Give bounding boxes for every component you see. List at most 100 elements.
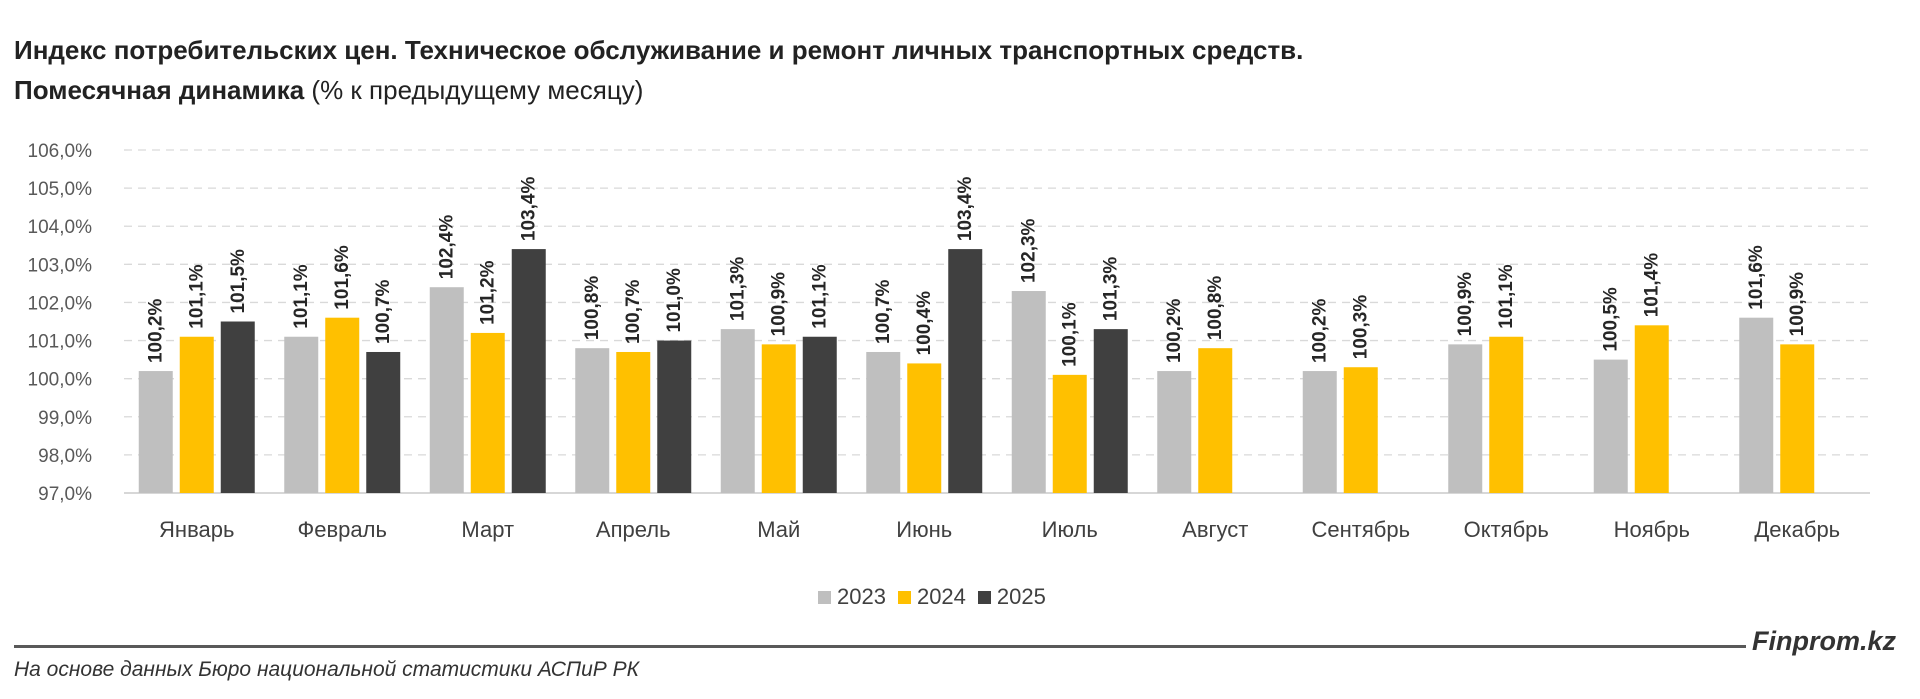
y-tick-label: 105,0% — [28, 179, 93, 200]
y-tick-label: 99,0% — [38, 408, 92, 429]
data-label: 101,1% — [291, 264, 312, 329]
data-label: 100,9% — [1455, 272, 1476, 337]
data-label: 100,9% — [769, 272, 790, 337]
bar-2025-2 — [511, 249, 546, 493]
data-label: 101,1% — [810, 264, 831, 329]
y-tick-label: 104,0% — [28, 217, 93, 238]
y-tick-label: 101,0% — [28, 332, 93, 353]
data-label: 101,6% — [1746, 245, 1767, 310]
bar-2023-11 — [1739, 317, 1774, 493]
data-label: 101,6% — [332, 245, 353, 310]
legend-swatch-2024 — [897, 590, 911, 604]
x-tick-label: Ноябрь — [1614, 517, 1690, 542]
x-tick-label: Июль — [1042, 517, 1098, 542]
bar-2025-4 — [802, 336, 837, 493]
title-line-2-bold: Помесячная динамика — [14, 75, 305, 105]
data-label: 100,7% — [373, 279, 394, 344]
bar-2025-5 — [948, 249, 983, 493]
data-label: 101,4% — [1642, 253, 1663, 318]
data-label: 101,3% — [728, 257, 749, 322]
bar-2023-4 — [720, 329, 755, 493]
data-label: 100,4% — [914, 291, 935, 356]
x-tick-label: Август — [1182, 517, 1248, 542]
data-label: 101,0% — [664, 268, 685, 333]
bar-2025-6 — [1093, 329, 1128, 493]
bar-2024-0 — [179, 336, 214, 493]
data-label: 100,2% — [1164, 298, 1185, 363]
data-label: 100,5% — [1601, 287, 1622, 352]
data-label: 100,3% — [1351, 295, 1372, 360]
x-tick-label: Февраль — [298, 517, 387, 542]
data-label: 100,9% — [1787, 272, 1808, 337]
y-tick-label: 102,0% — [28, 293, 93, 314]
chart-legend: 2023 2024 2025 — [818, 584, 1058, 610]
y-tick-label: 98,0% — [38, 446, 92, 467]
legend-label-2025: 2025 — [996, 584, 1046, 609]
x-tick-label: Март — [461, 517, 514, 542]
x-tick-label: Май — [757, 517, 800, 542]
footer-divider — [14, 645, 1746, 648]
data-label: 100,7% — [873, 279, 894, 344]
bar-2024-1 — [325, 317, 360, 493]
x-tick-label: Декабрь — [1754, 517, 1840, 542]
legend-label-2023: 2023 — [837, 584, 886, 609]
x-tick-label: Июнь — [896, 517, 952, 542]
legend-swatch-2023 — [818, 590, 831, 604]
bar-2024-2 — [470, 332, 505, 493]
data-label: 101,1% — [1496, 264, 1517, 329]
bar-2023-0 — [138, 371, 173, 493]
bar-2023-9 — [1448, 344, 1483, 493]
bar-2023-5 — [866, 351, 901, 493]
bar-2024-7 — [1198, 348, 1233, 493]
bar-2024-11 — [1780, 344, 1815, 493]
bar-2025-1 — [366, 351, 401, 493]
y-tick-label: 106,0% — [28, 141, 93, 162]
bar-2024-6 — [1052, 374, 1087, 493]
bar-2024-9 — [1489, 336, 1524, 493]
data-label: 102,3% — [1019, 218, 1040, 283]
bar-2023-3 — [575, 348, 610, 493]
bar-2023-7 — [1157, 371, 1192, 493]
data-label: 100,1% — [1060, 302, 1081, 367]
bar-chart: 97,0% 98,0% 99,0% 100,0% 101,0% 102,0% 103,0% 1… — [28, 141, 1870, 542]
data-label: 100,8% — [582, 276, 603, 341]
y-tick-label: 100,0% — [28, 370, 93, 391]
legend-item-2024: 2024 — [897, 584, 966, 610]
data-label: 101,3% — [1101, 257, 1122, 322]
x-tick-label: Октябрь — [1464, 517, 1549, 542]
x-tick-label: Сентябрь — [1311, 517, 1410, 542]
title-line-2-rest: (% к предыдущему месяцу) — [304, 75, 644, 105]
bar-2025-0 — [220, 321, 255, 493]
bar-2024-8 — [1343, 367, 1378, 493]
data-label: 100,2% — [1310, 298, 1331, 363]
bar-2025-3 — [657, 340, 692, 493]
brand-logo-text: Finprom.kz — [1752, 626, 1897, 656]
bar-2023-1 — [284, 336, 319, 493]
title-line-1: Индекс потребительских цен. Техническое … — [14, 35, 1304, 65]
bar-2023-8 — [1302, 371, 1337, 493]
bar-2024-5 — [907, 363, 942, 493]
x-tick-label: Январь — [159, 517, 234, 542]
y-tick-label: 97,0% — [38, 484, 92, 505]
data-label: 100,8% — [1205, 276, 1226, 341]
bar-2024-4 — [761, 344, 796, 493]
data-label: 101,2% — [478, 260, 499, 325]
legend-swatch-2025 — [977, 590, 991, 604]
legend-item-2025: 2025 — [977, 584, 1046, 610]
data-label: 101,1% — [187, 264, 208, 329]
bar-2024-3 — [616, 351, 651, 493]
data-label: 103,4% — [519, 177, 540, 242]
data-label: 100,7% — [623, 279, 644, 344]
bar-2023-10 — [1593, 359, 1628, 493]
x-tick-label: Апрель — [596, 517, 671, 542]
bar-2023-6 — [1011, 291, 1046, 493]
bar-2024-10 — [1634, 325, 1669, 493]
data-label: 102,4% — [437, 215, 458, 280]
legend-item-2023: 2023 — [818, 584, 886, 610]
source-note: На основе данных Бюро национальной стати… — [14, 658, 640, 681]
legend-label-2024: 2024 — [916, 584, 966, 609]
bar-2023-2 — [429, 287, 464, 493]
data-label: 103,4% — [955, 177, 976, 242]
data-label: 100,2% — [146, 298, 167, 363]
y-tick-label: 103,0% — [28, 255, 93, 276]
